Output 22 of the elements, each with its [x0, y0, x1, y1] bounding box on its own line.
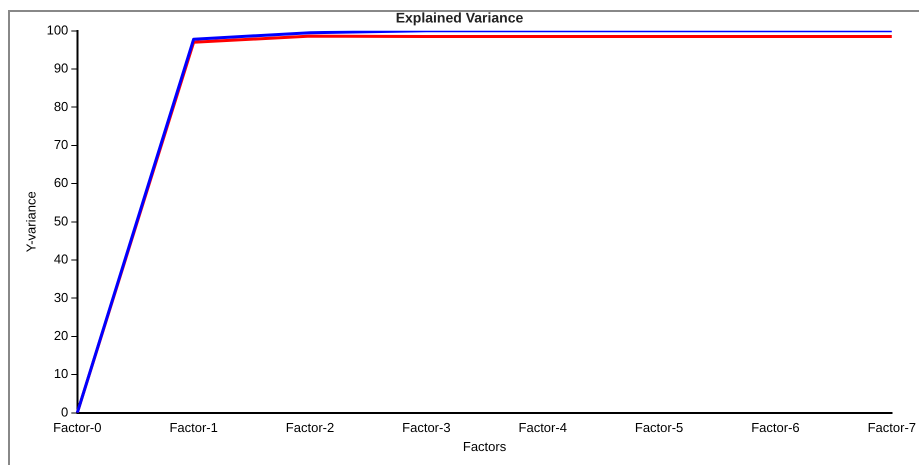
y-tick-label: 10 [54, 366, 68, 382]
x-tick-label: Factor-4 [518, 420, 567, 436]
x-tick-label: Factor-3 [402, 420, 451, 436]
x-tick-label: Factor-2 [286, 420, 334, 436]
x-tick-label: Factor-0 [53, 420, 102, 436]
x-tick-label: Factor-1 [169, 420, 218, 436]
y-tick-label: 90 [54, 60, 68, 76]
y-tick-label: 50 [54, 213, 68, 228]
y-axis-title: Y-variance [23, 191, 38, 252]
y-tick-label: 30 [54, 290, 68, 305]
y-tick-label: 40 [54, 252, 68, 267]
y-tick-label: 70 [54, 136, 68, 152]
chart-title: Explained Variance [396, 9, 524, 26]
x-tick-label: Factor-7 [868, 420, 916, 436]
y-tick-label: 80 [54, 98, 68, 114]
y-tick-label: 0 [61, 404, 68, 420]
y-tick-label: 60 [54, 175, 68, 190]
x-axis-title: Factors [462, 438, 507, 454]
y-tick-label: 100 [46, 22, 68, 38]
y-tick-label: 20 [54, 328, 68, 343]
x-tick-label: Factor-5 [634, 420, 684, 436]
x-tick-label: Factor-6 [751, 420, 800, 436]
